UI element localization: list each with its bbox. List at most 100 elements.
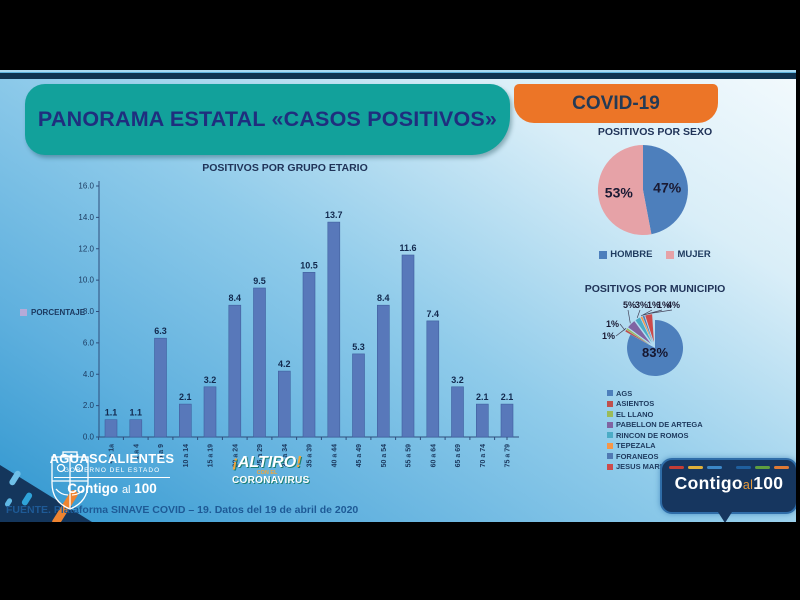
- legend-label: RINCON DE ROMOS: [616, 430, 689, 440]
- legend-label: TEPEZALA: [616, 441, 656, 451]
- slogan-100: 100: [134, 481, 157, 496]
- bar-value-label: 3.2: [204, 375, 217, 385]
- y-tick-label: 10.0: [78, 276, 94, 285]
- x-category-label: 35 a 39: [307, 444, 314, 467]
- bar-value-label: 2.1: [476, 392, 489, 402]
- bar: [203, 386, 217, 438]
- pie-slice-label: 1%: [657, 300, 670, 310]
- gobierno-subtitle: GOBIERNO DEL ESTADO: [63, 467, 161, 474]
- legend-item: ASIENTOS: [607, 399, 703, 410]
- y-tick-label: 4.0: [83, 370, 95, 379]
- pie-slice-label: 1%: [602, 331, 615, 341]
- badge-dash: [736, 466, 751, 469]
- exclamation-mark: !: [296, 454, 302, 471]
- altiro-word: ALTIRO: [237, 454, 297, 471]
- legend-item: FORANEOS: [607, 451, 703, 462]
- badge-dash-gap: [726, 466, 732, 469]
- bar-chart-legend: PORCENTAJE: [20, 308, 85, 317]
- slogan-al: al: [121, 484, 131, 496]
- government-logo: AGUASCALIENTES GOBIERNO DEL ESTADO Conti…: [48, 451, 176, 510]
- x-category-label: 1 a 4: [133, 444, 140, 460]
- legend-label: FORANEOS: [616, 451, 659, 461]
- badge-100: 100: [753, 473, 784, 493]
- bar-value-label: 6.3: [154, 326, 167, 336]
- top-border: [0, 70, 796, 79]
- bar-value-label: 10.5: [300, 260, 318, 270]
- altiro-logo: ¡ALTIRO! CON EL CORONAVIRUS: [232, 454, 309, 486]
- divider: [54, 477, 170, 478]
- bar-value-label: 11.6: [399, 243, 416, 253]
- municipio-pie-title: POSITIVOS POR MUNICIPIO: [584, 283, 726, 295]
- legend-label: MUJER: [677, 249, 711, 260]
- legend-label: PABELLON DE ARTEGA: [616, 420, 703, 430]
- y-tick-label: 2.0: [83, 401, 95, 410]
- x-category-label: 15 a 19: [208, 444, 215, 467]
- badge-al: al: [742, 478, 754, 492]
- bar: [352, 353, 365, 438]
- legend-label: JESUS MARIA: [616, 462, 668, 472]
- legend-swatch: [607, 442, 613, 449]
- x-category-label: 20 a 24: [232, 444, 239, 467]
- coat-of-arms-icon: [51, 451, 89, 510]
- legend-label: ASIENTOS: [616, 399, 655, 409]
- municipio-pie-chart: 83%1%1%5%3%1%1%4%: [602, 300, 684, 376]
- pie-slice-label: 1%: [606, 319, 619, 329]
- bar-value-label: 2.1: [501, 392, 514, 402]
- legend-swatch: [607, 390, 613, 397]
- x-category-label: 45 a 49: [356, 444, 363, 467]
- sex-pie-title: POSITIVOS POR SEXO: [597, 126, 713, 138]
- x-category-label: 55 a 59: [406, 444, 413, 467]
- y-tick-label: 16.0: [78, 182, 94, 191]
- x-category-label: < a 1a: [109, 444, 116, 464]
- legend-item: AGS: [607, 388, 703, 399]
- sex-pie-chart: 47% 53%: [597, 144, 688, 235]
- x-category-label: 25 a 29: [257, 444, 264, 467]
- gobierno-name: AGUASCALIENTES: [49, 451, 175, 466]
- bar-value-label: 13.7: [325, 210, 343, 220]
- legend-swatch: [607, 421, 613, 428]
- bar: [253, 287, 266, 438]
- legend-label: AGS: [616, 388, 633, 398]
- bar: [302, 272, 316, 438]
- covid-label: COVID-19: [572, 92, 660, 114]
- y-tick-label: 6.0: [83, 338, 95, 347]
- bar: [228, 304, 242, 438]
- badge-tail: [718, 512, 732, 522]
- bar-value-label: 2.1: [179, 392, 192, 402]
- badge-dash: [774, 466, 789, 469]
- badge-dash: [669, 466, 684, 469]
- pie-slice: [625, 329, 650, 345]
- legend-item: EL LLANO: [607, 409, 703, 420]
- page-title: PANORAMA ESTATAL «CASOS POSITIVOS»: [37, 107, 498, 131]
- exclamation-mark: ¡: [232, 454, 238, 471]
- pie-slice: [597, 144, 652, 235]
- x-category-label: 10 a 14: [183, 444, 190, 467]
- x-category-label: 40 a 44: [331, 444, 338, 467]
- bar: [426, 320, 440, 438]
- legend-swatch: [607, 463, 613, 470]
- pie-slice-label: 1%: [647, 300, 660, 310]
- x-category-label: 30 a 34: [282, 444, 289, 467]
- porcentaje-label: PORCENTAJE: [31, 308, 86, 317]
- bar: [500, 403, 514, 438]
- pie-slice: [640, 316, 653, 343]
- legend-swatch: [607, 432, 613, 439]
- bar-value-label: 8.4: [377, 293, 390, 303]
- pie-slice-label: 5%: [623, 300, 636, 310]
- altiro-line2: CON EL: [256, 470, 278, 476]
- pie-slice: [645, 314, 654, 343]
- legend-swatch: [607, 453, 613, 460]
- bar-value-label: 7.4: [426, 309, 439, 319]
- title-banner: PANORAMA ESTATAL «CASOS POSITIVOS»: [25, 84, 510, 155]
- badge-dash: [707, 466, 722, 469]
- municipio-pie-legend: AGS ASIENTOS EL LLANO PABELLON DE ARTEGA RIN…: [607, 388, 703, 472]
- bar: [154, 337, 167, 438]
- pie-slice: [642, 315, 653, 343]
- pie-slice-label: 83%: [642, 345, 668, 360]
- bar: [376, 304, 390, 438]
- bar: [179, 403, 192, 438]
- pie-slice-label: 53%: [605, 184, 634, 200]
- badge-dash: [755, 466, 770, 469]
- legend-item: MUJER: [666, 249, 711, 260]
- x-category-label: 70 a 74: [480, 444, 487, 467]
